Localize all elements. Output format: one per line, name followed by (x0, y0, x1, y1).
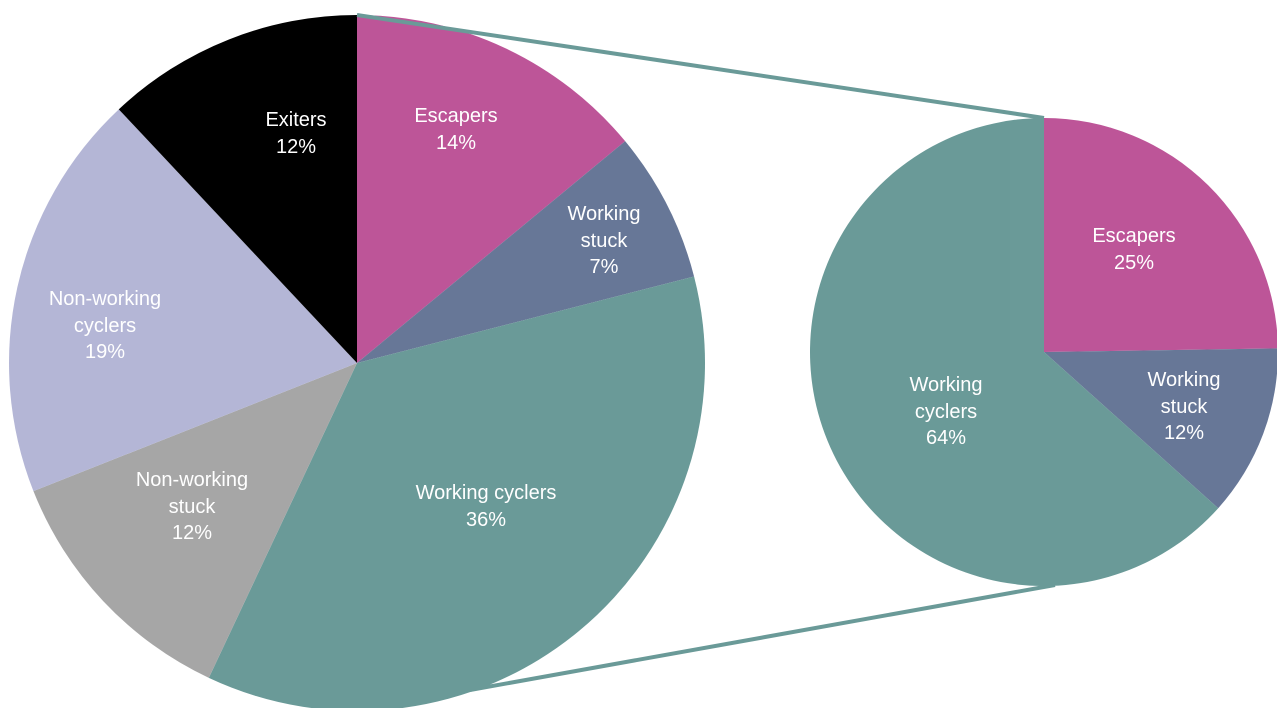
pie-slice (1044, 348, 1277, 509)
slice-name: Working stuck (1147, 369, 1221, 418)
pie-slice (8, 109, 357, 492)
pie-slice (357, 141, 695, 363)
slice-name: Escapers (414, 105, 498, 127)
slice-label: Exiters 12% (196, 107, 396, 160)
slice-label: Non-working stuck 12% (117, 467, 267, 547)
pie-slice (118, 15, 357, 363)
slice-value: 7% (589, 256, 619, 278)
slice-name: Exiters (265, 109, 327, 131)
slice-label: Non-working cyclers 19% (30, 286, 180, 366)
slice-value: 14% (435, 131, 477, 154)
slice-name: Non-working cyclers (48, 288, 162, 337)
slice-label: Working cyclers 64% (896, 372, 996, 452)
slice-label: Working stuck 7% (554, 201, 654, 281)
pie-slice (208, 276, 705, 708)
pie-slice (357, 15, 626, 363)
slice-value: 12% (275, 135, 317, 158)
pie-slice (33, 363, 358, 678)
slice-name: Working cyclers (909, 374, 983, 423)
connector-line (469, 583, 1056, 692)
pie-slice (810, 118, 1219, 586)
slice-label: Working cyclers 36% (376, 480, 596, 533)
slice-value: 36% (465, 508, 507, 531)
slice-value: 64% (925, 427, 967, 449)
slices (8, 15, 1277, 708)
connector-line (356, 13, 1045, 120)
slice-label: Working stuck 12% (1134, 367, 1234, 447)
slice-name: Working stuck (567, 203, 641, 252)
slice-value: 19% (84, 341, 126, 363)
slice-name: Non-working stuck (135, 469, 249, 518)
slice-value: 25% (1113, 251, 1155, 274)
pie-slice (1044, 118, 1277, 352)
slice-name: Working cyclers (415, 482, 557, 504)
slice-name: Escapers (1092, 225, 1176, 247)
slice-label: Escapers 14% (356, 103, 556, 156)
slice-value: 12% (171, 522, 213, 544)
slice-value: 12% (1163, 422, 1205, 444)
slice-label: Escapers 25% (1034, 223, 1234, 276)
